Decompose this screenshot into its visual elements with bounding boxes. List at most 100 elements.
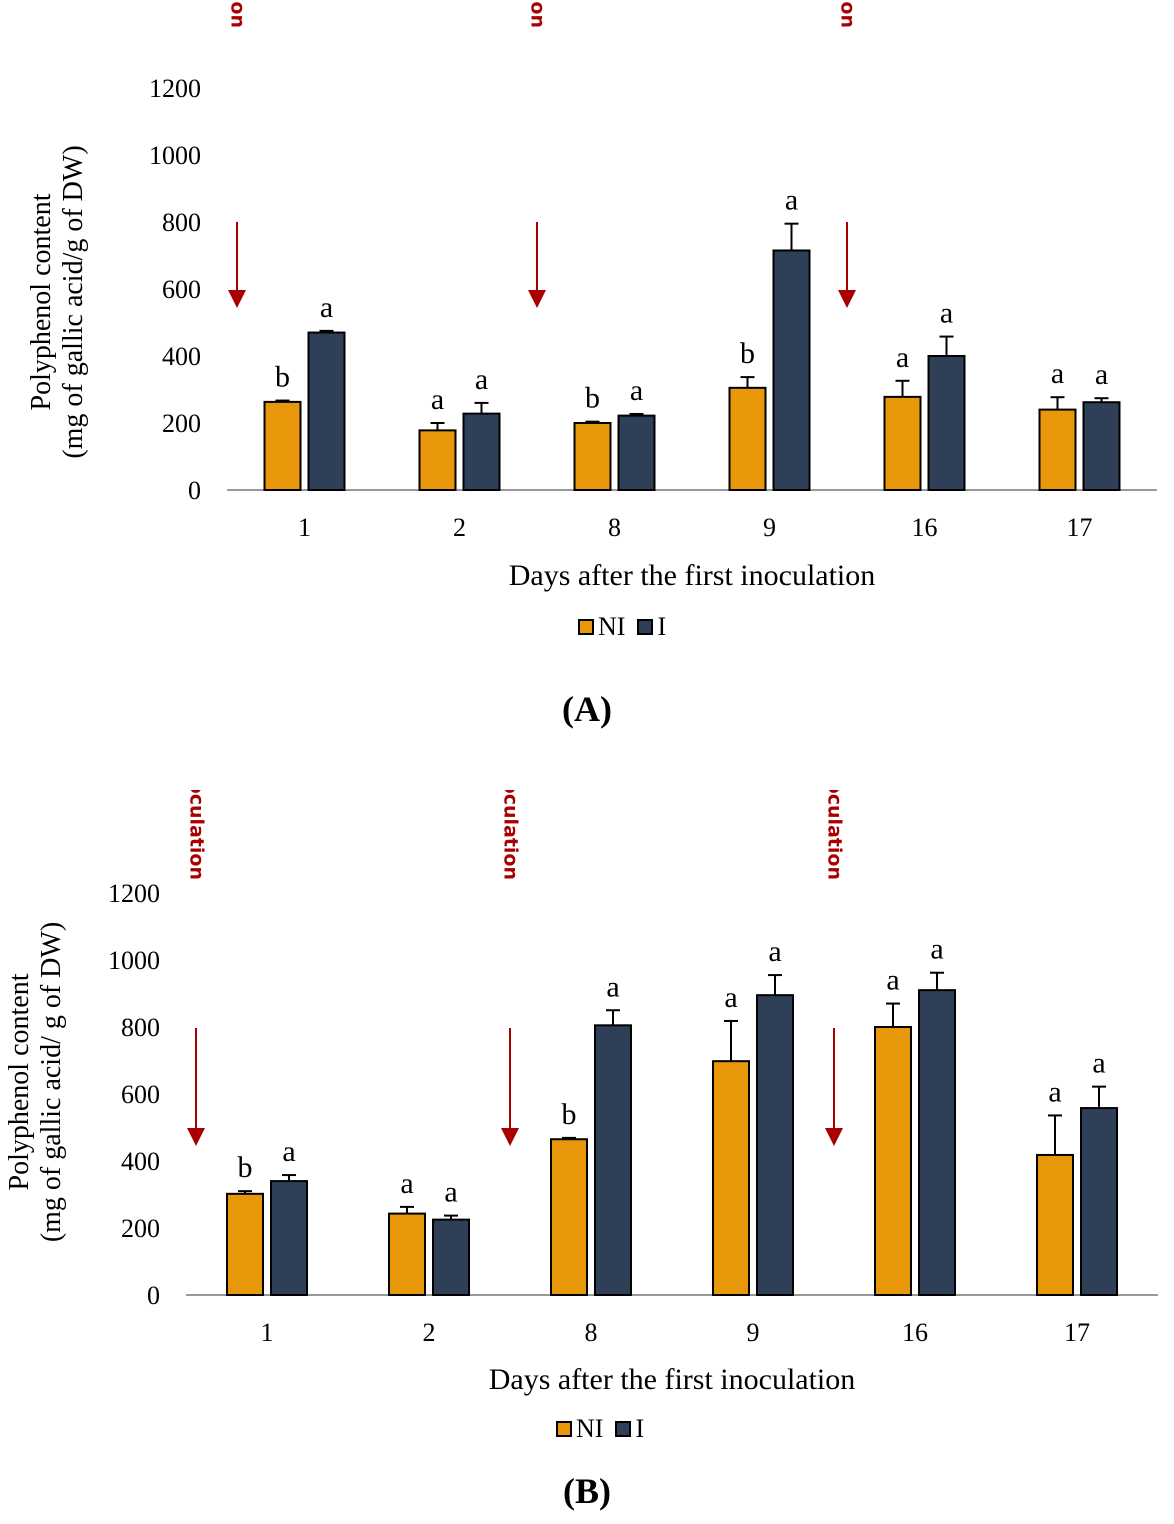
significance-letter: a <box>1048 1075 1061 1108</box>
y-tick-label: 800 <box>121 1013 160 1042</box>
bar-ni <box>874 1026 912 1296</box>
y-tick-label: 0 <box>147 1281 160 1310</box>
inoculation-arrow-head <box>187 1128 205 1146</box>
x-tick-label: 16 <box>912 513 938 542</box>
x-tick-label: 16 <box>902 1318 928 1347</box>
legend-label-ni: NI <box>576 1414 604 1443</box>
significance-letter: a <box>1051 357 1064 390</box>
chart-b-svg: 0 200 400 600 800 1000 1200 Polyphenol content(… <box>4 790 1158 1396</box>
panel-label-b: (B) <box>563 1471 611 1511</box>
inoculation-label: 2nd inoculation <box>527 0 549 28</box>
x-tick-label: 2 <box>453 513 466 542</box>
significance-letter: a <box>431 383 444 416</box>
y-axis-title-line2: (mg of gallic acid/ g of DW) <box>36 922 67 1242</box>
bar-i <box>270 1180 308 1297</box>
y-tick-label: 600 <box>121 1080 160 1109</box>
legend-swatch-ni <box>578 619 594 635</box>
inoculation-arrow-head <box>228 290 246 308</box>
y-axis-title-line2: (mg of gallic acid/g of DW) <box>58 145 89 458</box>
y-tick-label: 400 <box>162 342 201 371</box>
bar-ni <box>728 386 767 492</box>
legend-a: NI I <box>578 612 678 642</box>
significance-letter: a <box>886 964 899 997</box>
bar-i <box>756 994 794 1297</box>
significance-letter: a <box>1095 358 1108 391</box>
y-tick-label: 200 <box>121 1214 160 1243</box>
bar-i <box>594 1024 632 1296</box>
significance-letter: a <box>606 970 619 1003</box>
y-tick-label: 800 <box>162 208 201 237</box>
y-axis-title-line1: Polyphenol content <box>4 973 35 1190</box>
significance-letter: b <box>275 361 290 394</box>
significance-letter: a <box>768 935 781 968</box>
significance-letter: a <box>630 374 643 407</box>
bar-i <box>772 249 811 491</box>
x-axis-title: Days after the first inoculation <box>509 559 876 592</box>
bar-ni <box>263 400 302 491</box>
significance-letter: a <box>785 184 798 217</box>
y-tick-label: 1200 <box>149 74 201 103</box>
significance-letter: a <box>1092 1047 1105 1080</box>
inoculation-arrow-head <box>825 1128 843 1146</box>
x-tick-label: 17 <box>1064 1318 1090 1347</box>
bar-i <box>617 414 656 492</box>
significance-letter: a <box>444 1176 457 1209</box>
significance-letter: a <box>320 291 333 324</box>
inoculation-arrow-head <box>528 290 546 308</box>
chart-panel-b: 0 200 400 600 800 1000 1200 Polyphenol content(… <box>0 790 1174 1524</box>
significance-letter: a <box>930 933 943 966</box>
bar-ni <box>883 395 922 491</box>
chart-panel-a: 0 200 400 600 800 1000 1200 Polyphenol content(… <box>0 0 1174 760</box>
bar-ni <box>388 1212 426 1296</box>
inoculation-label: 1st inoculation <box>227 0 249 28</box>
y-tick-label: 400 <box>121 1147 160 1176</box>
bar-ni <box>1038 408 1077 492</box>
y-axis-title-line1: Polyphenol content <box>26 193 57 410</box>
significance-letter: a <box>724 981 737 1014</box>
significance-letter: b <box>585 382 600 415</box>
legend-swatch-i <box>637 619 654 635</box>
y-tick-label: 1200 <box>108 879 160 908</box>
x-tick-label: 9 <box>763 513 776 542</box>
bar-i <box>432 1218 470 1296</box>
bar-i <box>1080 1107 1118 1296</box>
y-tick-label: 200 <box>162 409 201 438</box>
bar-ni <box>573 422 612 491</box>
inoculation-label: 1st inoculation <box>186 790 208 880</box>
chart-a-svg: 0 200 400 600 800 1000 1200 Polyphenol content(… <box>26 0 1157 592</box>
bar-ni <box>1036 1153 1074 1296</box>
y-tick-label: 1000 <box>149 141 201 170</box>
legend-label-i: I <box>635 1414 645 1443</box>
x-tick-label: 1 <box>298 513 311 542</box>
bar-i <box>1082 401 1121 492</box>
x-tick-label: 2 <box>423 1318 436 1347</box>
significance-letter: a <box>940 297 953 330</box>
significance-letter: b <box>740 337 755 370</box>
bar-i <box>918 989 956 1296</box>
inoculation-arrow-head <box>838 290 856 308</box>
bar-ni <box>418 429 457 491</box>
y-tick-label: 0 <box>188 476 201 505</box>
significance-letter: b <box>562 1098 577 1131</box>
bar-i <box>462 412 501 491</box>
bar-ni <box>550 1138 588 1296</box>
x-axis-title: Days after the first inoculation <box>489 1363 856 1396</box>
legend-item-i: I <box>615 1414 644 1444</box>
bar-ni <box>712 1060 750 1297</box>
x-tick-label: 9 <box>747 1318 760 1347</box>
y-tick-label: 1000 <box>108 946 160 975</box>
legend-b: NI I <box>556 1414 656 1444</box>
inoculation-label: 2nd inoculation <box>500 790 522 880</box>
inoculation-label: 3rd inoculation <box>837 0 859 28</box>
legend-item-ni: NI <box>578 612 625 642</box>
significance-letter: b <box>238 1151 253 1184</box>
panel-label-a: (A) <box>562 689 612 729</box>
y-tick-label: 600 <box>162 275 201 304</box>
significance-letter: a <box>896 341 909 374</box>
bar-i <box>307 331 346 491</box>
legend-swatch-i <box>615 1421 632 1437</box>
legend-label-ni: NI <box>598 612 626 641</box>
legend-item-ni: NI <box>556 1414 603 1444</box>
legend-label-i: I <box>657 612 667 641</box>
x-tick-label: 8 <box>585 1318 598 1347</box>
